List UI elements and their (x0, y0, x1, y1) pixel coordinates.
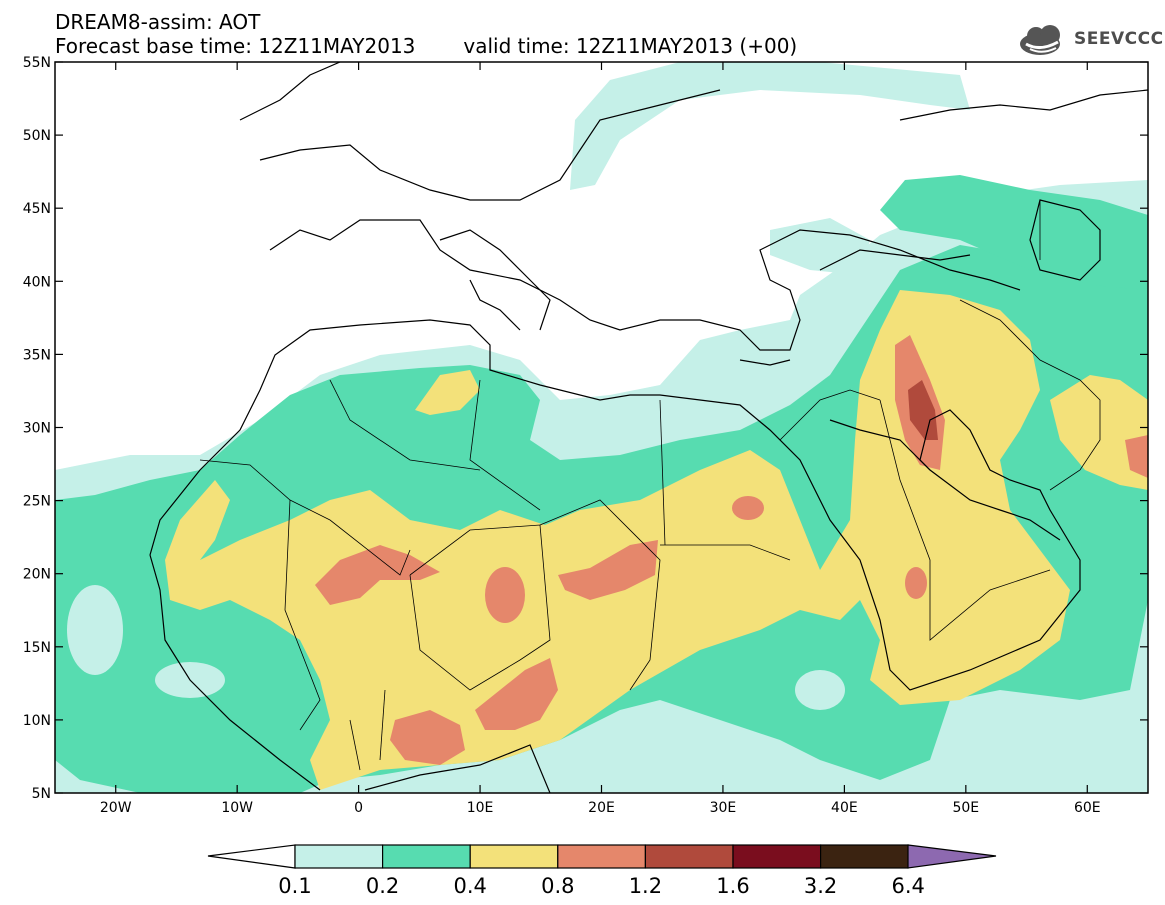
lat-label: 30N (23, 421, 51, 437)
colorbar-box (557, 844, 646, 869)
time-info: Forecast base time: 12Z11MAY2013 valid ti… (55, 35, 797, 57)
lat-label: 5N (32, 786, 51, 802)
lat-label: 35N (23, 347, 51, 363)
base-time: Forecast base time: 12Z11MAY2013 (55, 34, 416, 58)
colorbar-lower-arrow (207, 844, 296, 869)
colorbar-label: 0.1 (278, 874, 311, 898)
colorbar-label: 6.4 (891, 874, 924, 898)
colorbar-box (294, 844, 384, 869)
colorbar: 0.1 0.2 0.4 0.8 1.2 1.6 3.2 6.4 (207, 844, 997, 898)
lon-label: 10E (467, 800, 494, 816)
colorbar-upper-arrow (907, 844, 997, 869)
lon-label: 20W (100, 800, 132, 816)
aot-field (55, 62, 1148, 793)
lon-label: 50E (952, 800, 979, 816)
lat-label: 50N (23, 128, 51, 144)
map-title: DREAM8-assim: AOT (55, 10, 261, 34)
lat-label: 40N (23, 274, 51, 290)
colorbar-box (732, 844, 822, 869)
lat-label: 55N (23, 55, 51, 71)
lon-label: 10W (221, 800, 253, 816)
lat-label: 10N (23, 713, 51, 729)
lat-label: 25N (23, 494, 51, 510)
axis-ticks: 55N 50N 45N 40N 35N 30N 25N 20N 15N 10N 5N 20W 10W 0 1… (23, 55, 1148, 816)
colorbar-label: 0.2 (366, 874, 399, 898)
colorbar-label: 1.6 (716, 874, 749, 898)
lon-label: 40E (831, 800, 858, 816)
colorbar-label: 0.8 (541, 874, 574, 898)
lat-label: 20N (23, 567, 51, 583)
lon-label: 20E (588, 800, 615, 816)
seevccc-logo (1020, 25, 1060, 55)
coastlines (149, 62, 1148, 793)
colorbar-box (644, 844, 734, 869)
lat-label: 15N (23, 640, 51, 656)
colorbar-label: 0.4 (453, 874, 486, 898)
lon-label: 30E (710, 800, 737, 816)
valid-time: valid time: 12Z11MAY2013 (+00) (463, 34, 798, 58)
colorbar-box (819, 844, 909, 869)
aot-band-1.2 (908, 380, 938, 440)
lon-label: 60E (1074, 800, 1101, 816)
borders (199, 200, 1101, 771)
colorbar-box (382, 844, 471, 869)
logo-text: SEEVCCC (1074, 29, 1164, 49)
aot-band-0.4 (165, 290, 1148, 790)
colorbar-box (469, 844, 559, 869)
lat-label: 45N (23, 201, 51, 217)
lon-label: 0 (354, 800, 363, 816)
cloud-icon (1020, 25, 1060, 55)
colorbar-label: 1.2 (629, 874, 662, 898)
colorbar-label: 3.2 (804, 874, 837, 898)
